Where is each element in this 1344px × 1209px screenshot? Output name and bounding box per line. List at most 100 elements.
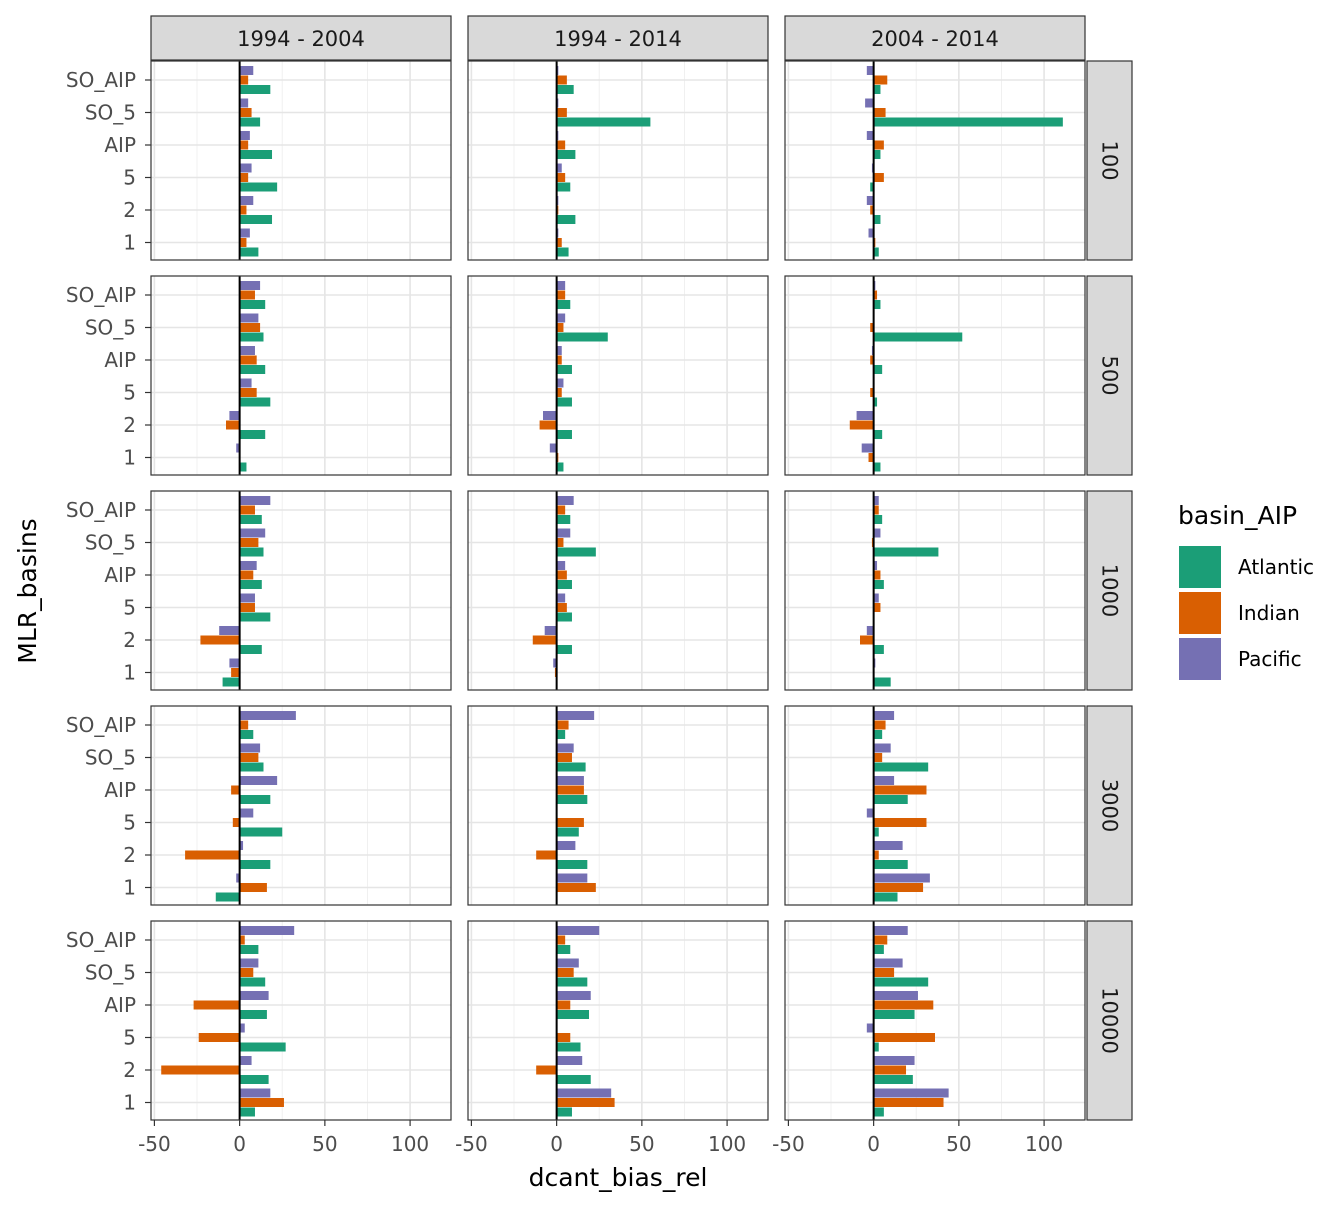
x-tick-label: 0 <box>550 1132 563 1156</box>
facet-strip-row <box>1086 275 1133 476</box>
y-tick-label: AIP <box>104 778 136 802</box>
bar-indian <box>556 1033 571 1042</box>
bar-atlantic <box>239 612 271 622</box>
panel-background <box>785 491 1085 690</box>
facet-strip-row-label: 500 <box>1098 355 1122 395</box>
bar-atlantic <box>556 85 574 94</box>
bar-indian <box>556 603 567 612</box>
bar-indian <box>231 668 240 677</box>
bar-atlantic <box>873 580 884 589</box>
bar-pacific <box>239 1023 245 1033</box>
bar-pacific <box>873 561 878 570</box>
bar-atlantic <box>239 117 261 127</box>
bar-atlantic <box>239 365 266 374</box>
bar-pacific <box>229 411 240 420</box>
bar-pacific <box>229 658 240 668</box>
facet-strip-col <box>467 15 769 61</box>
bar-atlantic <box>239 762 264 772</box>
legend-key-atlantic <box>1179 546 1221 588</box>
bar-pacific <box>866 196 874 205</box>
panel-border <box>784 60 1086 261</box>
bar-pacific <box>239 1056 252 1065</box>
bar-pacific <box>239 346 255 355</box>
bar-atlantic <box>239 1075 269 1084</box>
bar-atlantic <box>239 945 259 954</box>
bar-atlantic <box>239 430 266 439</box>
bar-atlantic <box>873 1107 884 1117</box>
bar-atlantic <box>556 580 572 589</box>
bar-pacific <box>543 411 557 420</box>
bar-pacific <box>556 926 600 935</box>
y-tick-label: 2 <box>123 843 136 867</box>
bar-atlantic <box>239 247 259 257</box>
x-tick-label: 50 <box>629 1132 654 1156</box>
bar-indian <box>239 935 245 945</box>
panel-background <box>151 706 451 905</box>
facet-strip-row <box>1086 60 1133 261</box>
x-tick-label: 50 <box>946 1132 971 1156</box>
bar-indian <box>873 1098 944 1107</box>
bar-pacific <box>556 776 584 785</box>
bar-indian <box>870 355 874 365</box>
y-tick-label: 1 <box>123 446 136 470</box>
y-tick-label: SO_AIP <box>66 928 136 952</box>
bar-pacific <box>239 281 261 290</box>
bar-indian <box>239 883 267 892</box>
panel-background <box>785 706 1085 905</box>
facet-strip-col-label: 1994 - 2014 <box>554 27 682 51</box>
bar-indian <box>239 538 259 547</box>
y-tick-label: SO_5 <box>85 746 136 770</box>
bar-pacific <box>873 958 903 968</box>
bar-pacific <box>556 528 571 538</box>
facet-strip-col-label: 1994 - 2004 <box>237 27 365 51</box>
bar-atlantic <box>556 300 571 309</box>
bar-indian <box>873 1000 934 1010</box>
bar-pacific <box>239 743 261 753</box>
bar-indian <box>556 538 564 547</box>
bar-pacific <box>239 991 269 1000</box>
panel-background <box>151 491 451 690</box>
bar-atlantic <box>222 677 240 687</box>
bar-indian <box>185 850 240 860</box>
bar-indian <box>161 1065 240 1075</box>
bar-indian <box>556 290 566 300</box>
bar-indian <box>556 720 569 730</box>
bar-atlantic <box>556 827 579 837</box>
bar-atlantic <box>873 762 929 772</box>
bar-atlantic <box>556 462 564 472</box>
y-tick-label: 2 <box>123 413 136 437</box>
bar-pacific <box>556 561 566 570</box>
panel-border <box>467 705 769 906</box>
bar-atlantic <box>873 945 884 954</box>
bar-atlantic <box>556 730 566 739</box>
bar-indian <box>200 635 240 645</box>
legend-label-pacific: Pacific <box>1238 647 1302 671</box>
y-tick-label: 5 <box>123 811 136 835</box>
bar-indian <box>536 850 557 860</box>
bar-indian <box>556 173 566 182</box>
bar-atlantic <box>556 977 588 987</box>
bar-pacific <box>556 1056 583 1065</box>
y-tick-label: 2 <box>123 198 136 222</box>
y-tick-label: SO_AIP <box>66 283 136 307</box>
bar-atlantic <box>873 300 881 309</box>
bar-indian <box>536 1065 557 1075</box>
facet-strip-col-label: 2004 - 2014 <box>871 27 999 51</box>
bar-pacific <box>556 873 588 883</box>
bar-indian <box>873 1033 935 1042</box>
facet-strip-row <box>1086 705 1133 906</box>
x-tick-label: 100 <box>708 1132 746 1156</box>
bar-atlantic <box>556 247 569 257</box>
facet-strip-col <box>150 15 452 61</box>
y-tick-label: 2 <box>123 1058 136 1082</box>
bar-atlantic <box>239 150 273 159</box>
bar-pacific <box>239 561 257 570</box>
bar-pacific <box>873 1088 949 1098</box>
x-tick-label: 0 <box>867 1132 880 1156</box>
bar-pacific <box>553 658 557 668</box>
bar-indian <box>849 420 874 430</box>
y-tick-label: 5 <box>123 381 136 405</box>
bar-pacific <box>873 776 895 785</box>
bar-indian <box>239 173 249 182</box>
bar-pacific <box>239 528 266 538</box>
